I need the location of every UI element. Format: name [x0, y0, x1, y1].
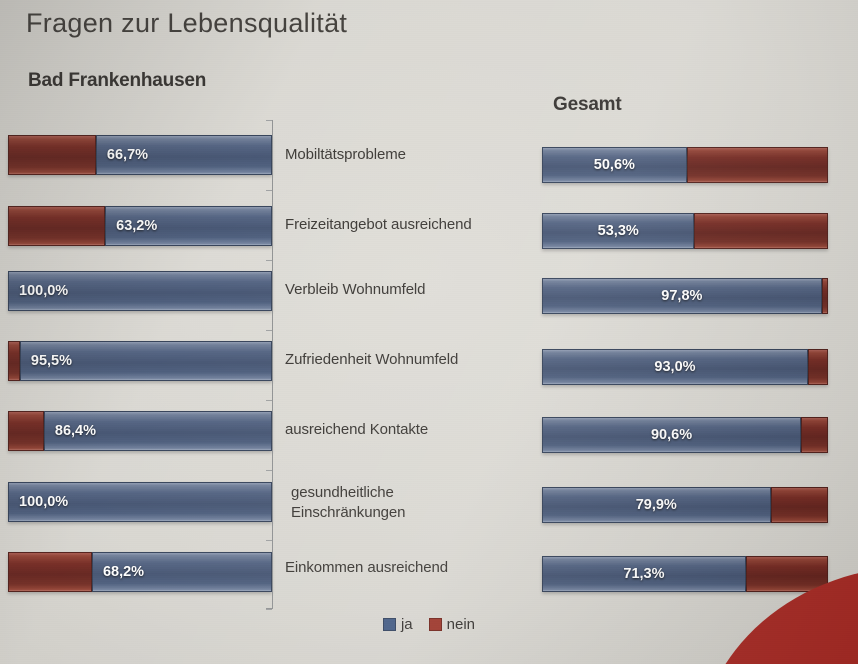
axis-tick [266, 190, 272, 191]
category-label-line: Einkommen ausreichend [285, 559, 448, 576]
bar-value-label: 68,2% [102, 564, 145, 580]
bar-value-label: 71,3% [623, 566, 665, 582]
square-swatch-icon [428, 618, 442, 631]
category-label: ausreichend Kontakte [285, 420, 535, 440]
page-title: Fragen zur Lebensqualität [26, 8, 348, 38]
bar-segment-nein [745, 556, 828, 592]
bar-segment-ja: 50,6% [542, 147, 687, 183]
bar-row: 100,0% [8, 482, 272, 522]
bar-row: 50,6% [542, 147, 828, 183]
bar-segment-ja: 100,0% [8, 482, 272, 522]
bar-segment-nein [8, 341, 20, 381]
legend-item: nein [428, 616, 476, 633]
bar-segment-nein [8, 206, 106, 246]
bar-segment-ja: 63,2% [105, 206, 272, 246]
axis-tick [266, 540, 272, 541]
bar-segment-ja: 97,8% [542, 278, 822, 314]
category-label: Verbleib Wohnumfeld [285, 280, 535, 300]
left-chart-title: Bad Frankenhausen [28, 70, 207, 91]
right-chart-title: Gesamt [553, 94, 622, 115]
category-label: gesundheitliche Einschränkungen [285, 483, 541, 523]
bar-value-label: 93,0% [654, 359, 696, 375]
bar-value-label: 100,0% [19, 494, 69, 510]
category-axis-line [266, 120, 273, 609]
chart-bad-frankenhausen: 66,7% 63,2% 100,0% 95,5% 86,4% 100,0% 68,2% [8, 120, 273, 612]
axis-tick [266, 609, 272, 610]
bar-row: 68,2% [8, 552, 272, 592]
bar-value-label: 50,6% [593, 157, 635, 173]
bar-segment-ja: 90,6% [542, 417, 802, 453]
category-label-line: Verbleib Wohnumfeld [285, 281, 426, 298]
axis-tick [266, 330, 272, 331]
category-label-line: ausreichend Kontakte [285, 421, 429, 438]
bar-segment-ja: 86,4% [43, 411, 272, 451]
category-label-line: Freizeitangebot ausreichend [285, 216, 472, 233]
bar-row: 90,6% [542, 417, 828, 453]
bar-value-label: 95,5% [30, 353, 72, 369]
bar-value-label: 100,0% [19, 283, 69, 299]
bar-row: 100,0% [8, 271, 272, 311]
bar-value-label: 63,2% [116, 218, 158, 234]
bar-segment-nein [686, 147, 828, 183]
bar-row: 93,0% [542, 349, 828, 385]
axis-tick [266, 470, 272, 471]
legend-label: nein [446, 616, 476, 633]
bar-row: 86,4% [8, 411, 272, 451]
legend-item: ja [382, 616, 413, 633]
bar-value-label: 97,8% [661, 288, 703, 304]
bar-value-label: 66,7% [106, 147, 149, 163]
bar-value-label: 53,3% [597, 223, 639, 239]
bar-row: 71,3% [542, 556, 828, 592]
bar-row: 97,8% [542, 278, 828, 314]
bar-row: 95,5% [8, 341, 272, 381]
bar-row: 66,7% [8, 135, 272, 175]
bar-segment-nein [770, 487, 828, 523]
bar-segment-nein [8, 411, 44, 451]
category-label: Einkommen ausreichend [285, 558, 535, 578]
bar-row: 79,9% [542, 487, 828, 523]
bar-value-label: 86,4% [54, 423, 97, 439]
bar-segment-ja: 93,0% [542, 349, 808, 385]
bar-segment-ja: 100,0% [8, 271, 272, 311]
category-label-line: Mobiltätsprobleme [285, 146, 406, 163]
bar-segment-ja: 53,3% [542, 213, 695, 249]
square-swatch-icon [382, 618, 396, 631]
bar-segment-ja: 68,2% [91, 552, 272, 592]
axis-tick [266, 400, 272, 401]
legend-label: ja [400, 616, 413, 633]
bar-segment-nein [8, 552, 92, 592]
category-label: Zufriedenheit Wohnumfeld [285, 350, 535, 370]
bar-segment-nein [807, 349, 828, 385]
bar-segment-ja: 95,5% [19, 341, 272, 381]
bar-segment-ja: 71,3% [542, 556, 746, 592]
bar-segment-ja: 79,9% [542, 487, 771, 523]
category-label-line: Zufriedenheit Wohnumfeld [285, 351, 459, 368]
bar-segment-nein [8, 135, 96, 175]
bar-segment-nein [801, 417, 828, 453]
category-label: Freizeitangebot ausreichend [285, 215, 535, 235]
axis-tick [266, 260, 272, 261]
bar-segment-ja: 66,7% [95, 135, 272, 175]
bar-row: 53,3% [542, 213, 828, 249]
category-label-column: Mobiltätsprobleme Freizeitangebot ausreic… [285, 120, 535, 612]
category-label: Mobiltätsprobleme [285, 145, 535, 165]
bar-segment-nein [694, 213, 828, 249]
category-label-line: gesundheitliche [291, 484, 394, 501]
bar-row: 63,2% [8, 206, 272, 246]
chart-gesamt: 50,6% 53,3% 97,8% 93,0% 90,6% 79,9% 71,3% [542, 120, 828, 612]
chart-legend: ja nein [0, 616, 858, 633]
axis-tick [266, 120, 272, 121]
category-label-line: Einschränkungen [291, 504, 406, 521]
bar-value-label: 79,9% [635, 497, 677, 513]
bar-segment-nein [821, 278, 828, 314]
bar-value-label: 90,6% [650, 427, 693, 443]
